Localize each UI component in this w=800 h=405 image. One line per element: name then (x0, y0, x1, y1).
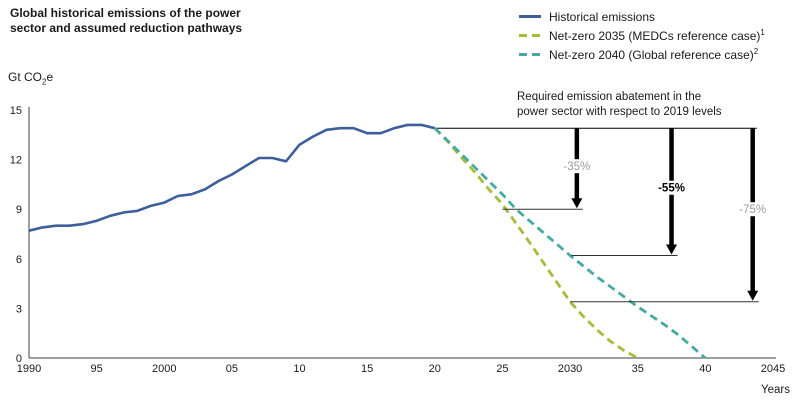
legend-item-historical-emissions: Historical emissions (519, 7, 765, 26)
svg-text:2000: 2000 (152, 363, 176, 375)
chart-title-line1: Global historical emissions of the power (10, 6, 241, 20)
svg-text:10: 10 (293, 363, 305, 375)
legend-item-net-zero-2040: Net-zero 2040 (Global reference case)2 (519, 45, 765, 64)
svg-text:15: 15 (10, 105, 22, 117)
x-axis-label: Years (761, 384, 790, 396)
legend-label: Historical emissions (549, 10, 656, 24)
svg-text:35: 35 (632, 363, 644, 375)
svg-text:05: 05 (226, 363, 238, 375)
svg-text:2045: 2045 (761, 363, 785, 375)
svg-text:15: 15 (361, 363, 373, 375)
legend-swatch-dashed-line (519, 34, 541, 37)
legend-footnote-marker: 2 (753, 47, 759, 56)
legend-swatch-dashed-line (519, 53, 541, 56)
svg-text:2030: 2030 (558, 363, 582, 375)
chart-title: Global historical emissions of the power… (10, 6, 390, 36)
svg-text:-55%: -55% (658, 183, 685, 195)
svg-text:6: 6 (16, 254, 22, 266)
y-axis-unit-label: Gt CO2e (8, 70, 54, 87)
svg-text:9: 9 (16, 204, 22, 216)
legend-label: Net-zero 2040 (Global reference case) (549, 48, 754, 62)
svg-text:25: 25 (496, 363, 508, 375)
abatement-annotation-line2: power sector with respect to 2019 levels (517, 105, 722, 118)
legend-swatch-solid-line (519, 15, 541, 18)
abatement-annotation: Required emission abatement in the power… (517, 90, 777, 119)
legend-footnote-marker: 1 (760, 28, 765, 37)
svg-text:0: 0 (16, 353, 22, 365)
svg-text:95: 95 (91, 363, 103, 375)
abatement-annotation-line1: Required emission abatement in the (517, 91, 702, 103)
svg-text:20: 20 (429, 363, 441, 375)
svg-text:40: 40 (699, 363, 711, 375)
svg-text:12: 12 (10, 155, 22, 167)
svg-text:1990: 1990 (17, 363, 41, 375)
svg-text:3: 3 (16, 303, 22, 315)
chart-legend: Historical emissions Net-zero 2035 (MEDC… (519, 7, 765, 64)
chart-title-line2: sector and assumed reduction pathways (10, 21, 243, 35)
legend-item-net-zero-2035: Net-zero 2035 (MEDCs reference case)1 (519, 26, 765, 45)
svg-text:-75%: -75% (739, 204, 766, 216)
legend-label: Net-zero 2035 (MEDCs reference case) (549, 29, 761, 43)
svg-text:-35%: -35% (563, 161, 590, 173)
